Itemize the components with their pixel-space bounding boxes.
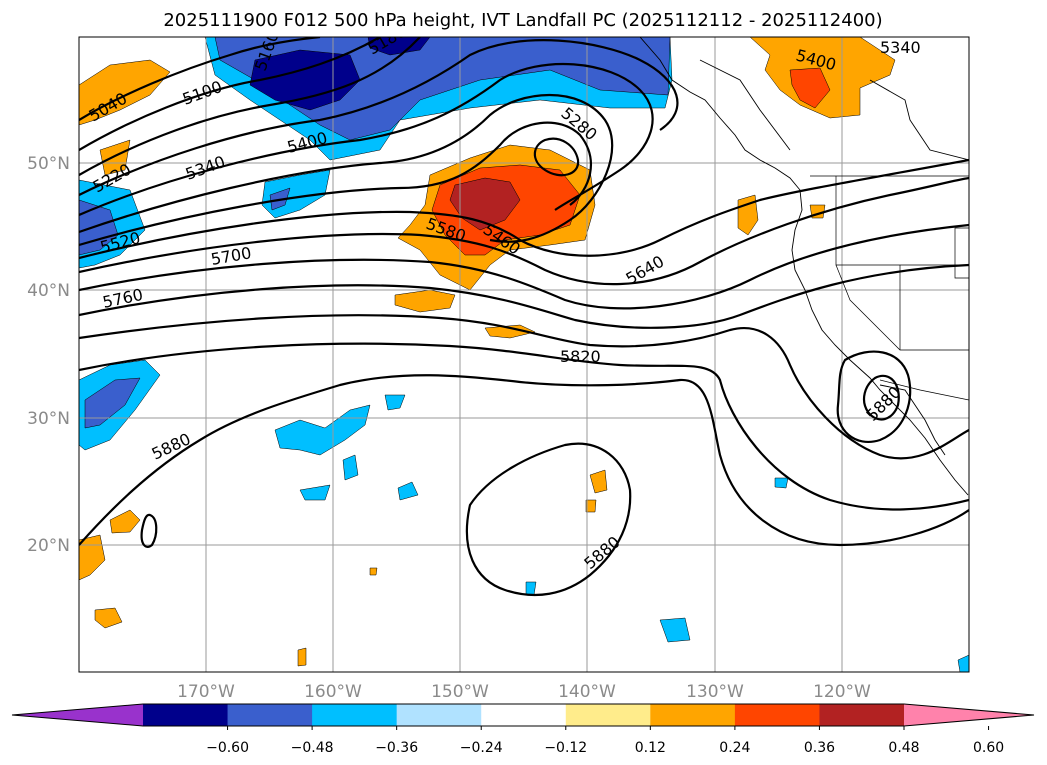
graticule (79, 37, 969, 672)
colorbar-segment (650, 704, 736, 726)
colorbar-extend-low (12, 704, 143, 726)
colorbar-tick-label: −0.12 (544, 740, 587, 756)
ivt-positive-ne-red (789, 67, 831, 109)
ivt-positive-trop-b (585, 499, 597, 513)
ivt-positive-trop-a (589, 469, 608, 494)
colorbar-tick-label: −0.36 (375, 740, 418, 756)
colorbar-segment (143, 704, 229, 726)
colorbar-tick-label: 0.60 (973, 740, 1004, 756)
ivt-negative-tropics-e (384, 394, 406, 411)
lon-label: 170°W (177, 682, 235, 702)
colorbar-segment (396, 704, 482, 726)
ivt-shading (79, 37, 969, 672)
colorbar-segment (481, 704, 567, 726)
colorbar (11, 703, 1035, 727)
ivt-positive-trop-c (297, 647, 307, 667)
ivt-negative-tropics-b (342, 454, 359, 481)
contour-label: 5340 (880, 38, 921, 57)
ivt-negative-tropics-h (774, 477, 789, 489)
lat-label: 40°N (27, 281, 70, 301)
lon-label: 140°W (558, 682, 616, 702)
colorbar-segment (227, 704, 313, 726)
colorbar-tick-label: 0.36 (804, 740, 835, 756)
height-contours (79, 37, 969, 597)
contour-label: 5820 (560, 347, 601, 366)
ivt-positive-west-a (79, 59, 171, 126)
ivt-negative-tropics-d (397, 481, 419, 501)
colorbar-labels: −0.60 −0.48 −0.36 −0.24 −0.12 0.12 0.24 0.36 0.4… (206, 726, 1004, 756)
colorbar-tick-label: 0.24 (719, 740, 750, 756)
lat-label: 50°N (27, 154, 70, 174)
ivt-positive-west-d (109, 509, 141, 534)
lon-label: 120°W (813, 682, 871, 702)
longitude-labels: 170°W 160°W 150°W 140°W 130°W 120°W (177, 682, 871, 702)
ivt-negative-tropics-f (659, 617, 691, 643)
ivt-negative-west2-medium (84, 377, 141, 429)
colorbar-segment (312, 704, 398, 726)
lat-label: 30°N (27, 409, 70, 429)
ivt-positive-west-e (94, 607, 123, 629)
colorbar-segment (734, 704, 820, 726)
latitude-labels: 50°N 40°N 30°N 20°N (27, 154, 70, 556)
colorbar-tick-label: 0.12 (635, 740, 666, 756)
ivt-negative-tropics-g (525, 581, 537, 596)
colorbar-tick-label: −0.24 (460, 740, 503, 756)
colorbar-segment (565, 704, 651, 726)
ivt-positive-west-c (79, 534, 106, 581)
colorbar-tick-label: −0.60 (206, 740, 249, 756)
colorbar-tick-label: −0.48 (291, 740, 334, 756)
colorbar-outline (11, 703, 1035, 727)
colorbar-segment (819, 704, 905, 726)
lon-label: 130°W (686, 682, 744, 702)
ivt-positive-trop-d (369, 567, 378, 576)
colorbar-tick-label: 0.48 (888, 740, 919, 756)
figure-title: 2025111900 F012 500 hPa height, IVT Land… (163, 10, 882, 31)
colorbar-extend-high (904, 704, 1034, 726)
coastlines (639, 37, 969, 496)
ivt-negative-tropics-i (957, 654, 969, 672)
lat-label: 20°N (27, 536, 70, 556)
ivt-positive-ar-tail2 (484, 324, 536, 339)
lon-label: 160°W (304, 682, 362, 702)
ivt-positive-west-b (99, 139, 131, 176)
lon-label: 150°W (431, 682, 489, 702)
ivt-negative-tropics-c (299, 484, 331, 501)
map-frame (78, 36, 970, 673)
